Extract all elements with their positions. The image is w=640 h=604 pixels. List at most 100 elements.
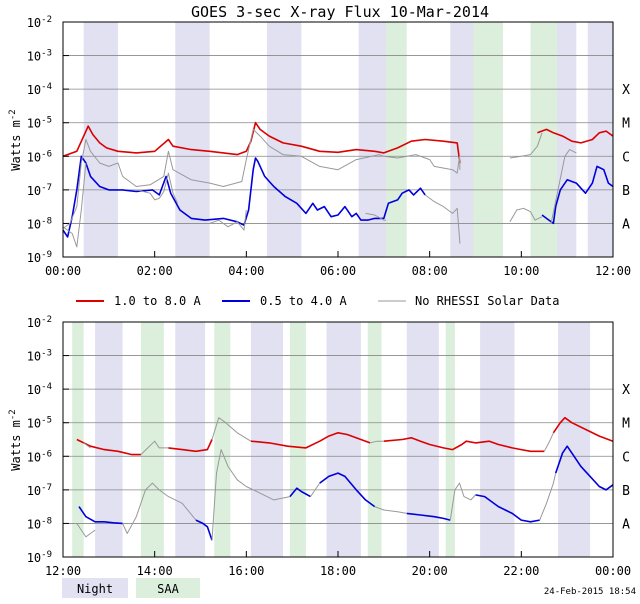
y-tick-base: 10	[27, 383, 41, 397]
series-line-gray	[140, 440, 169, 455]
x-tick-label: 12:00	[45, 564, 81, 578]
bottom-class-labels: X M C B A	[622, 383, 630, 532]
series-line-blue	[541, 165, 614, 225]
y-tick-exponent: -6	[41, 449, 52, 459]
y-tick-base: 10	[27, 316, 41, 330]
saa-band	[140, 322, 164, 557]
legend-red-label: 1.0 to 8.0 A	[114, 294, 201, 308]
x-tick-label: 22:00	[503, 564, 539, 578]
saa-band	[289, 322, 306, 557]
series-line-gray	[310, 482, 321, 497]
series-line-gray	[122, 482, 197, 534]
series-line-gray	[550, 149, 577, 224]
flare-class-label: M	[622, 417, 630, 432]
series-line-blue	[62, 155, 426, 238]
y-tick-exponent: -6	[41, 149, 52, 159]
night-band	[175, 322, 206, 557]
y-tick-exponent: -3	[41, 49, 52, 59]
y-tick-base: 10	[27, 184, 41, 198]
bottom-shading-bands	[72, 322, 591, 557]
top-shading-bands	[83, 22, 613, 257]
y-tick-label: 10-4	[27, 82, 52, 97]
x-tick-label: 04:00	[228, 264, 264, 278]
series-line-gray	[136, 172, 179, 204]
series-line-red	[250, 431, 371, 449]
night-band	[250, 322, 283, 557]
bottom-ylabel-text: Watts m	[9, 420, 23, 471]
top-ylabel-exponent: -2	[8, 109, 18, 120]
y-tick-exponent: -8	[41, 516, 52, 526]
y-tick-label: 10-3	[27, 49, 52, 64]
series-line-red	[537, 128, 614, 144]
x-tick-label: 12:00	[595, 264, 631, 278]
y-tick-label: 10-6	[27, 449, 52, 464]
y-tick-base: 10	[27, 417, 41, 431]
y-tick-exponent: -3	[41, 349, 52, 359]
series-line-blue	[554, 445, 614, 491]
x-tick-label: 02:00	[137, 264, 173, 278]
night-band	[480, 322, 515, 557]
top-y-axis-label: Watts m-2	[8, 109, 23, 170]
night-band	[266, 22, 302, 257]
y-tick-base: 10	[27, 217, 41, 231]
top-ylabel-text: Watts m	[9, 120, 23, 171]
y-tick-label: 10-2	[27, 15, 52, 30]
y-tick-base: 10	[27, 117, 41, 131]
top-y-tick-labels: 10-210-310-410-510-610-710-810-9	[27, 15, 69, 265]
series-line-gray	[211, 417, 252, 442]
y-tick-base: 10	[27, 484, 41, 498]
x-tick-label: 08:00	[412, 264, 448, 278]
saa-band	[445, 322, 455, 557]
saa-key-label: SAA	[157, 582, 179, 596]
y-tick-label: 10-9	[27, 550, 52, 565]
flare-class-label: B	[622, 484, 630, 499]
series-line-gray	[211, 449, 291, 541]
series-line-gray	[83, 442, 91, 449]
y-tick-exponent: -8	[41, 216, 52, 226]
saa-band	[214, 322, 231, 557]
series-line-blue	[406, 512, 451, 521]
y-tick-exponent: -7	[41, 183, 52, 193]
x-tick-label: 14:00	[137, 564, 173, 578]
shading-key: Night SAA	[62, 578, 200, 598]
y-tick-label: 10-5	[27, 116, 52, 131]
y-tick-exponent: -5	[41, 416, 52, 426]
series-line-gray	[509, 207, 543, 223]
y-tick-label: 10-8	[27, 216, 52, 231]
flare-class-label: X	[622, 83, 630, 98]
y-tick-exponent: -9	[41, 550, 52, 560]
y-tick-exponent: -4	[41, 82, 52, 92]
y-tick-base: 10	[27, 551, 41, 565]
series-line-gray	[369, 440, 384, 444]
series-line-blue	[319, 472, 376, 508]
night-key-swatch	[62, 578, 128, 598]
chart-title: GOES 3-sec X-ray Flux 10-Mar-2014	[191, 3, 489, 21]
y-tick-label: 10-9	[27, 250, 52, 265]
series-line-blue	[78, 506, 123, 525]
y-tick-exponent: -7	[41, 483, 52, 493]
night-band	[175, 22, 210, 257]
y-tick-label: 10-6	[27, 149, 52, 164]
series-line-gray	[62, 128, 461, 229]
series-line-blue	[195, 519, 213, 541]
series-line-gray	[209, 209, 247, 231]
top-series	[62, 121, 614, 248]
night-key-label: Night	[77, 582, 113, 596]
y-tick-exponent: -5	[41, 116, 52, 126]
x-tick-label: 20:00	[412, 564, 448, 578]
saa-band	[386, 22, 407, 257]
x-tick-label: 18:00	[320, 564, 356, 578]
y-tick-label: 10-4	[27, 382, 52, 397]
y-tick-label: 10-8	[27, 516, 52, 531]
night-band	[558, 322, 591, 557]
night-band	[95, 322, 123, 557]
night-band	[83, 22, 118, 257]
series-line-gray	[539, 472, 557, 521]
flare-class-label: A	[622, 217, 630, 232]
y-tick-base: 10	[27, 517, 41, 531]
series-line-gray	[543, 432, 554, 452]
y-tick-exponent: -4	[41, 382, 52, 392]
